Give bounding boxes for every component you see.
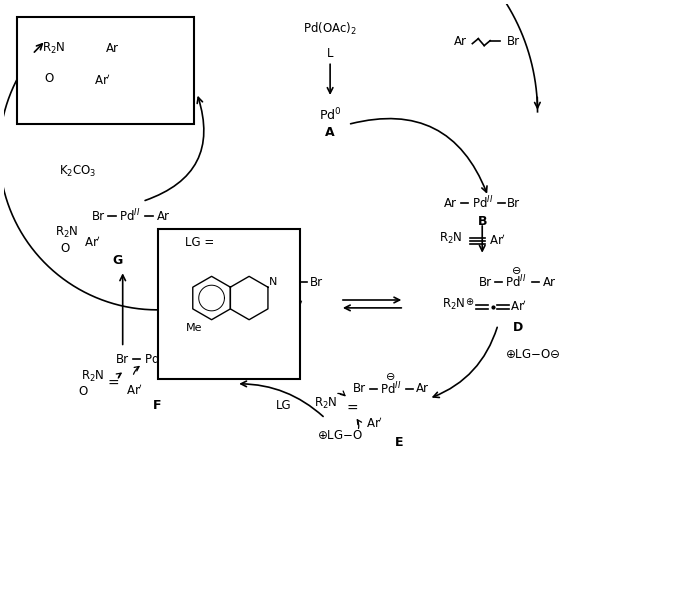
Text: Br: Br — [310, 276, 323, 289]
Text: $\oplus$LG$-$O: $\oplus$LG$-$O — [317, 428, 363, 442]
Text: Ar$'$: Ar$'$ — [94, 74, 111, 88]
Text: R$_2$N: R$_2$N — [238, 298, 261, 313]
Text: Ar: Ar — [444, 197, 457, 210]
Text: Me: Me — [185, 323, 202, 332]
Text: $\ominus$: $\ominus$ — [385, 371, 396, 382]
Text: Ar: Ar — [157, 209, 170, 223]
Text: =: = — [346, 401, 358, 415]
Text: G: G — [113, 254, 123, 267]
Text: $\oplus$: $\oplus$ — [464, 296, 474, 307]
Text: B: B — [477, 215, 487, 227]
Text: Ar$'$: Ar$'$ — [490, 233, 507, 248]
Text: Pd(OAc)$_2$: Pd(OAc)$_2$ — [303, 21, 357, 37]
Text: Ar: Ar — [246, 276, 259, 289]
Text: Br: Br — [353, 382, 366, 395]
Text: Pd$^0$: Pd$^0$ — [319, 106, 342, 123]
Text: Ar: Ar — [416, 382, 428, 395]
Text: $\oplus$LG$-$O$\ominus$: $\oplus$LG$-$O$\ominus$ — [505, 348, 560, 361]
Text: Br: Br — [507, 197, 520, 210]
Text: Ar$'$: Ar$'$ — [287, 299, 304, 314]
Text: R$_2$N: R$_2$N — [442, 298, 465, 313]
Text: D: D — [513, 321, 523, 334]
Text: Br: Br — [116, 353, 129, 365]
Text: O: O — [61, 242, 70, 255]
Text: Ar$'$: Ar$'$ — [84, 236, 102, 250]
Text: A: A — [325, 126, 335, 139]
Text: Ar: Ar — [107, 42, 120, 55]
Text: LG: LG — [276, 399, 291, 412]
Text: R$_2$N: R$_2$N — [54, 226, 78, 241]
Text: L: L — [327, 47, 333, 60]
Text: Pd$^{II}$: Pd$^{II}$ — [380, 380, 401, 397]
Text: K$_2$CO$_3$: K$_2$CO$_3$ — [60, 164, 97, 179]
Text: Pd$^{II}$: Pd$^{II}$ — [472, 195, 493, 212]
Text: Br: Br — [507, 35, 520, 48]
Text: $\ominus$: $\ominus$ — [511, 265, 521, 276]
Text: R$_2$N: R$_2$N — [81, 370, 105, 385]
Text: Ar: Ar — [181, 353, 194, 365]
Text: Ar$'$: Ar$'$ — [126, 383, 143, 398]
Text: Br: Br — [479, 276, 492, 289]
FancyBboxPatch shape — [158, 229, 301, 379]
Text: Pd$^{II}$: Pd$^{II}$ — [144, 351, 165, 367]
Text: E: E — [395, 436, 403, 449]
Text: N: N — [269, 277, 277, 287]
Text: F: F — [153, 399, 162, 412]
FancyBboxPatch shape — [17, 17, 194, 124]
Text: O: O — [79, 385, 88, 398]
Text: Ar$'$: Ar$'$ — [366, 416, 383, 431]
Text: Pd$^{II}$: Pd$^{II}$ — [274, 274, 295, 290]
Text: =: = — [107, 377, 119, 391]
Text: Ar: Ar — [454, 35, 467, 48]
Text: O: O — [44, 71, 53, 85]
Text: R$_2$N: R$_2$N — [42, 41, 65, 56]
Text: R$_2$N: R$_2$N — [439, 232, 462, 247]
Text: Ar: Ar — [543, 276, 556, 289]
Text: LG =: LG = — [185, 236, 214, 250]
Text: C: C — [280, 321, 289, 334]
Text: R$_2$N: R$_2$N — [314, 396, 338, 411]
Text: Pd$^{II}$: Pd$^{II}$ — [119, 208, 141, 224]
Text: Pd$^{II}$: Pd$^{II}$ — [505, 274, 526, 290]
Text: Ar$'$: Ar$'$ — [510, 299, 528, 314]
Text: Br: Br — [92, 209, 105, 223]
